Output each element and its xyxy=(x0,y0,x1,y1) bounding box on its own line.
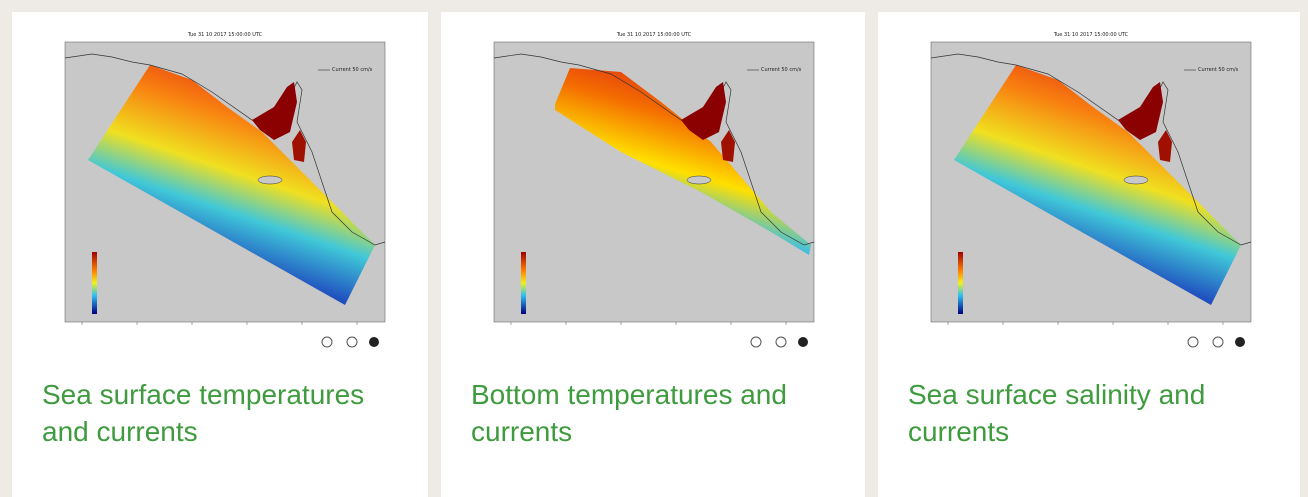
colorbar xyxy=(958,252,963,314)
page: Tue 31 10 2017 15:00:00 UTC Current 50 cm… xyxy=(0,0,1308,497)
product-card[interactable]: Tue 31 10 2017 15:00:00 UTC Current 50 cm… xyxy=(441,12,865,497)
card-caption[interactable]: Bottom temperatures and currents xyxy=(471,376,843,450)
map-image: Tue 31 10 2017 15:00:00 UTC Current 50 cm… xyxy=(12,12,428,357)
map-image: Tue 31 10 2017 15:00:00 UTC Current 50 cm… xyxy=(441,12,865,357)
product-card[interactable]: Tue 31 10 2017 15:00:00 UTC Current 50 cm… xyxy=(12,12,428,497)
map-image: Tue 31 10 2017 15:00:00 UTC Current 50 cm… xyxy=(878,12,1300,357)
product-card[interactable]: Tue 31 10 2017 15:00:00 UTC Current 50 cm… xyxy=(878,12,1300,497)
map-title: Tue 31 10 2017 15:00:00 UTC xyxy=(187,32,263,38)
island xyxy=(687,176,711,184)
logo xyxy=(751,337,761,347)
map-title: Tue 31 10 2017 15:00:00 UTC xyxy=(1053,32,1129,38)
logo xyxy=(347,337,357,347)
logo xyxy=(1188,337,1198,347)
logo xyxy=(369,337,379,347)
map-legend: Current 50 cm/s xyxy=(1198,67,1239,73)
card-caption[interactable]: Sea surface temperatures and currents xyxy=(42,376,414,450)
plot-area xyxy=(494,42,814,322)
logo xyxy=(776,337,786,347)
island xyxy=(1124,176,1148,184)
colorbar xyxy=(92,252,97,314)
logo xyxy=(1235,337,1245,347)
card-caption[interactable]: Sea surface salinity and currents xyxy=(908,376,1280,450)
map-legend: Current 50 cm/s xyxy=(761,67,802,73)
logo xyxy=(798,337,808,347)
map-title: Tue 31 10 2017 15:00:00 UTC xyxy=(616,32,692,38)
island xyxy=(258,176,282,184)
logo xyxy=(322,337,332,347)
map-legend: Current 50 cm/s xyxy=(332,67,373,73)
colorbar xyxy=(521,252,526,314)
logo xyxy=(1213,337,1223,347)
